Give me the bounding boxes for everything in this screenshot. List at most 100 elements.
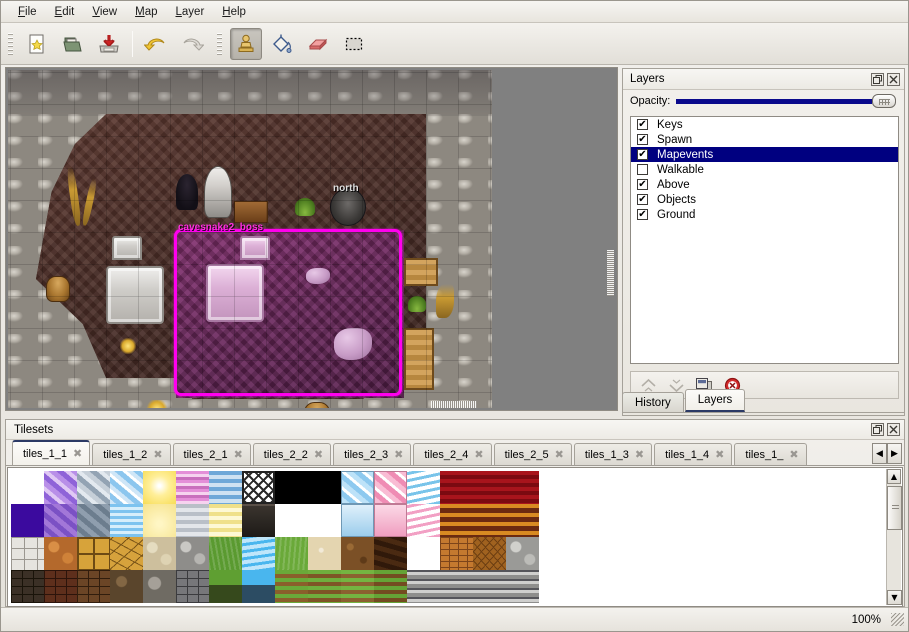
tile-swatch[interactable] — [176, 570, 209, 603]
tile-swatch[interactable] — [506, 537, 539, 570]
tile-swatch[interactable] — [242, 504, 275, 537]
layer-visibility-checkbox[interactable]: ✔ — [637, 133, 648, 145]
tile-swatch[interactable] — [143, 537, 176, 570]
tile-swatch[interactable] — [242, 570, 275, 603]
select-tool-button[interactable] — [338, 28, 370, 60]
tile-swatch[interactable] — [11, 537, 44, 570]
float-window-icon[interactable] — [871, 72, 884, 86]
layer-row[interactable]: ✔ Mapevents — [631, 147, 898, 162]
tile-swatch[interactable] — [11, 504, 44, 537]
toolbar-grip-2[interactable] — [216, 30, 224, 57]
opacity-slider-knob[interactable] — [872, 94, 896, 108]
close-icon[interactable] — [887, 423, 900, 436]
dock-tab-history[interactable]: History — [622, 392, 684, 412]
close-tab-icon[interactable]: ✖ — [789, 448, 799, 461]
layer-visibility-checkbox[interactable]: ✔ — [637, 148, 648, 160]
tileset-tab-scroll-right[interactable]: ▶ — [887, 443, 902, 464]
close-tab-icon[interactable]: ✖ — [313, 448, 324, 461]
fill-tool-button[interactable] — [266, 28, 298, 60]
canvas-vertical-scrollbar[interactable] — [607, 250, 614, 296]
layer-visibility-checkbox[interactable] — [637, 164, 648, 175]
tile-swatch[interactable] — [473, 471, 506, 504]
tile-swatch[interactable] — [77, 471, 110, 504]
tile-swatch[interactable] — [440, 504, 473, 537]
tileset-tab-tiles_1_2[interactable]: tiles_1_2 ✖ — [92, 443, 171, 465]
tileset-tab-tiles_2_3[interactable]: tiles_2_3 ✖ — [333, 443, 412, 465]
tile-swatch[interactable] — [473, 570, 506, 603]
tile-palette-scrollbar[interactable]: ▲ ▼ — [886, 469, 902, 605]
tileset-tab-tiles_2_5[interactable]: tiles_2_5 ✖ — [493, 443, 572, 465]
undo-button[interactable] — [140, 28, 172, 60]
tileset-tab-tiles_1_3[interactable]: tiles_1_3 ✖ — [573, 443, 653, 465]
canvas-horizontal-scrollbar[interactable] — [431, 401, 477, 408]
lower-layer-button[interactable] — [666, 375, 686, 395]
layer-row[interactable]: Walkable — [631, 162, 898, 177]
tileset-tab-tiles_1_1[interactable]: tiles_1_1 ✖ — [12, 440, 91, 465]
tile-swatch[interactable] — [440, 537, 473, 570]
tile-swatch[interactable] — [341, 504, 374, 537]
tile-swatch[interactable] — [506, 504, 539, 537]
tile-swatch[interactable] — [242, 537, 275, 570]
menu-item-help[interactable]: Help — [222, 5, 246, 18]
tile-swatch[interactable] — [275, 570, 308, 603]
eraser-tool-button[interactable] — [302, 28, 334, 60]
tile-swatch[interactable] — [374, 471, 407, 504]
tile-swatch[interactable] — [209, 471, 242, 504]
tileset-tab-scroll-left[interactable]: ◀ — [872, 443, 887, 464]
tile-swatch[interactable] — [11, 471, 44, 504]
delete-layer-button[interactable] — [722, 375, 742, 395]
close-tab-icon[interactable]: ✖ — [474, 448, 484, 461]
close-tab-icon[interactable]: ✖ — [715, 448, 725, 461]
open-file-button[interactable] — [57, 28, 89, 60]
tile-swatch[interactable] — [374, 537, 407, 570]
tileset-tab-tiles_1_[interactable]: tiles_1_ ✖ — [734, 443, 807, 465]
tile-swatch[interactable] — [506, 471, 539, 504]
opacity-slider[interactable] — [676, 94, 896, 108]
scroll-down-button[interactable]: ▼ — [887, 590, 902, 605]
tile-swatch[interactable] — [341, 471, 374, 504]
tile-grid[interactable] — [11, 471, 539, 603]
save-file-button[interactable] — [93, 28, 125, 60]
close-tab-icon[interactable]: ✖ — [554, 448, 564, 461]
menu-item-map[interactable]: Map — [135, 5, 158, 18]
tile-swatch[interactable] — [110, 471, 143, 504]
tile-swatch[interactable] — [11, 570, 44, 603]
scrollbar-thumb[interactable] — [887, 486, 902, 530]
layer-row[interactable]: ✔ Above — [631, 177, 898, 192]
tile-swatch[interactable] — [110, 570, 143, 603]
layer-row[interactable]: ✔ Keys — [631, 117, 898, 132]
close-tab-icon[interactable]: ✖ — [73, 447, 83, 460]
tile-swatch[interactable] — [440, 471, 473, 504]
float-window-icon[interactable] — [871, 423, 884, 436]
tile-swatch[interactable] — [407, 504, 440, 537]
tile-swatch[interactable] — [308, 537, 341, 570]
menu-item-layer[interactable]: Layer — [175, 5, 205, 18]
stamp-tool-button[interactable] — [230, 27, 262, 60]
tile-swatch[interactable] — [473, 537, 506, 570]
tile-swatch[interactable] — [374, 504, 407, 537]
tile-swatch[interactable] — [143, 570, 176, 603]
tile-swatch[interactable] — [176, 537, 209, 570]
tile-swatch[interactable] — [44, 537, 77, 570]
tile-swatch[interactable] — [77, 537, 110, 570]
tile-swatch[interactable] — [341, 570, 374, 603]
tile-swatch[interactable] — [242, 471, 275, 504]
tile-swatch[interactable] — [407, 570, 440, 603]
map-viewport[interactable]: cavesnake2_boss north — [8, 70, 492, 408]
tile-swatch[interactable] — [440, 570, 473, 603]
tile-swatch[interactable] — [209, 570, 242, 603]
tile-swatch[interactable] — [275, 537, 308, 570]
tile-swatch[interactable] — [110, 537, 143, 570]
scroll-up-button[interactable]: ▲ — [887, 469, 901, 484]
tile-palette[interactable]: ▲ ▼ — [7, 467, 903, 607]
tile-swatch[interactable] — [473, 504, 506, 537]
close-tab-icon[interactable]: ✖ — [153, 448, 163, 461]
tile-swatch[interactable] — [77, 504, 110, 537]
layer-row[interactable]: ✔ Objects — [631, 192, 898, 207]
resize-grip[interactable] — [891, 613, 904, 626]
tile-swatch[interactable] — [275, 471, 308, 504]
tile-swatch[interactable] — [209, 537, 242, 570]
tileset-tab-tiles_2_2[interactable]: tiles_2_2 ✖ — [252, 443, 332, 465]
tile-swatch[interactable] — [44, 504, 77, 537]
close-tab-icon[interactable]: ✖ — [394, 448, 404, 461]
